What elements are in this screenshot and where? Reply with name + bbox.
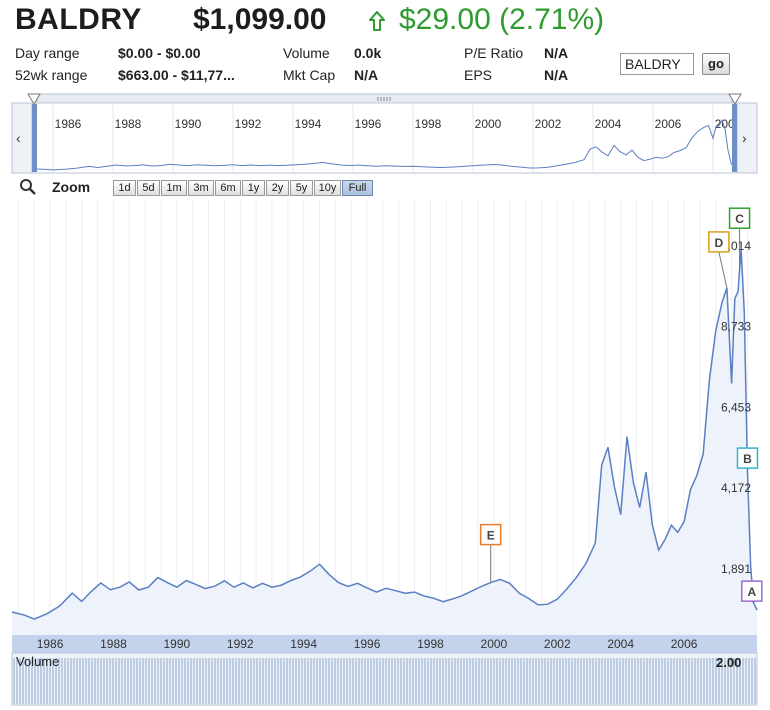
stat-day-range-value: $0.00 - $0.00 bbox=[118, 45, 201, 61]
range-right-marker-icon[interactable] bbox=[728, 93, 742, 105]
annotation-flag-d[interactable]: D bbox=[708, 231, 730, 289]
stat-eps-value: N/A bbox=[544, 67, 569, 83]
x-tick-label: 2000 bbox=[481, 637, 508, 651]
overview-tick-label: 1998 bbox=[415, 117, 442, 131]
svg-text:C: C bbox=[735, 212, 744, 226]
annotation-flag-b[interactable]: B bbox=[736, 447, 759, 473]
volume-value: 2.00 bbox=[716, 655, 741, 670]
volume-panel bbox=[11, 652, 758, 706]
stat-day-range-label: Day range bbox=[15, 45, 80, 61]
overview-tick-label: 1996 bbox=[355, 117, 382, 131]
y-tick-label: 4,172 bbox=[721, 481, 751, 495]
overview-tick-label: 2002 bbox=[535, 117, 562, 131]
up-arrow-icon bbox=[369, 11, 385, 31]
range-right-handle[interactable] bbox=[732, 104, 737, 172]
x-axis-band bbox=[12, 635, 757, 653]
stat-volume-value: 0.0k bbox=[354, 45, 382, 61]
overview-tick-label: 1994 bbox=[295, 117, 322, 131]
annotation-flag-e[interactable]: E bbox=[479, 523, 502, 583]
x-tick-label: 1996 bbox=[354, 637, 381, 651]
stat-volume-label: Volume bbox=[283, 45, 330, 61]
x-tick-label: 1992 bbox=[227, 637, 254, 651]
chevron-right-icon: › bbox=[742, 130, 747, 146]
overview-tick-label: 1988 bbox=[115, 117, 142, 131]
scroll-right-button[interactable] bbox=[736, 102, 758, 174]
zoom-3m-button[interactable]: 3m bbox=[188, 180, 214, 196]
magnifier-icon bbox=[20, 179, 36, 195]
stat-pe-ratio-label: P/E Ratio bbox=[464, 45, 524, 61]
overview-tick-label: 1990 bbox=[175, 117, 202, 131]
overview-tick-label: 2004 bbox=[595, 117, 622, 131]
x-tick-label: 2004 bbox=[607, 637, 634, 651]
scrollbar-grip-icon bbox=[377, 97, 391, 101]
ticker-search-input[interactable]: BALDRY bbox=[620, 53, 694, 75]
price-change: $29.00 (2.71%) bbox=[399, 3, 605, 36]
x-tick-label: 1994 bbox=[290, 637, 317, 651]
stat-eps-label: EPS bbox=[464, 67, 493, 83]
zoom-1d-button[interactable]: 1d bbox=[113, 180, 136, 196]
zoom-2y-button[interactable]: 2y bbox=[266, 180, 289, 196]
quote-header: BALDRY $1,099.00 $29.00 (2.71%) Day rang… bbox=[13, 0, 763, 90]
stat-52wk-range-value: $663.00 - $11,77... bbox=[118, 67, 235, 83]
svg-text:E: E bbox=[487, 529, 495, 543]
annotation-flag-a[interactable]: A bbox=[741, 580, 763, 604]
overview-tick-label: 1986 bbox=[55, 117, 82, 131]
overview-tick-label: 1992 bbox=[235, 117, 262, 131]
x-tick-label: 2006 bbox=[671, 637, 698, 651]
range-left-marker-icon[interactable] bbox=[27, 93, 41, 105]
overview-navigator[interactable]: 1986 1988 1990 1992 1994 1996 1998 2000 2002 2004… bbox=[11, 93, 758, 174]
zoom-10y-button[interactable]: 10y bbox=[314, 180, 341, 196]
x-tick-label: 1986 bbox=[37, 637, 64, 651]
scroll-left-button[interactable] bbox=[11, 102, 33, 174]
zoom-1y-button[interactable]: 1y bbox=[242, 180, 265, 196]
stat-mkt-cap-value: N/A bbox=[354, 67, 379, 83]
zoom-1m-button[interactable]: 1m bbox=[161, 180, 187, 196]
y-tick-label: 1,891 bbox=[721, 562, 751, 576]
x-tick-label: 2002 bbox=[544, 637, 571, 651]
chevron-left-icon: ‹ bbox=[16, 130, 21, 146]
zoom-full-button[interactable]: Full bbox=[342, 180, 373, 196]
y-tick-label: 8,733 bbox=[721, 320, 751, 334]
annotation-flag-c[interactable]: C bbox=[728, 207, 751, 271]
x-tick-label: 1990 bbox=[163, 637, 190, 651]
y-tick-label: 6,453 bbox=[721, 400, 751, 414]
zoom-5d-button[interactable]: 5d bbox=[137, 180, 160, 196]
zoom-5y-button[interactable]: 5y bbox=[290, 180, 313, 196]
overview-tick-label: 2000 bbox=[475, 117, 502, 131]
stat-pe-ratio-value: N/A bbox=[544, 45, 569, 61]
x-tick-label: 1998 bbox=[417, 637, 444, 651]
series-line bbox=[11, 248, 758, 620]
x-tick-label: 1988 bbox=[100, 637, 127, 651]
go-button[interactable]: go bbox=[702, 53, 730, 75]
ticker-symbol: BALDRY bbox=[15, 3, 142, 36]
zoom-buttons: 1d 5d 1m 3m 6m 1y 2y 5y 10y Full bbox=[113, 180, 374, 196]
stat-52wk-range-label: 52wk range bbox=[15, 67, 88, 83]
zoom-label: Zoom bbox=[52, 179, 91, 195]
zoom-6m-button[interactable]: 6m bbox=[215, 180, 241, 196]
svg-text:B: B bbox=[743, 452, 752, 466]
svg-text:D: D bbox=[715, 236, 724, 250]
last-price: $1,099.00 bbox=[193, 3, 327, 36]
volume-label: Volume bbox=[16, 654, 59, 669]
overview-tick-label: 2006 bbox=[655, 117, 682, 131]
overview-series-line bbox=[31, 118, 738, 171]
svg-text:A: A bbox=[747, 585, 756, 599]
stat-mkt-cap-label: Mkt Cap bbox=[283, 67, 336, 83]
range-left-handle[interactable] bbox=[32, 104, 37, 172]
